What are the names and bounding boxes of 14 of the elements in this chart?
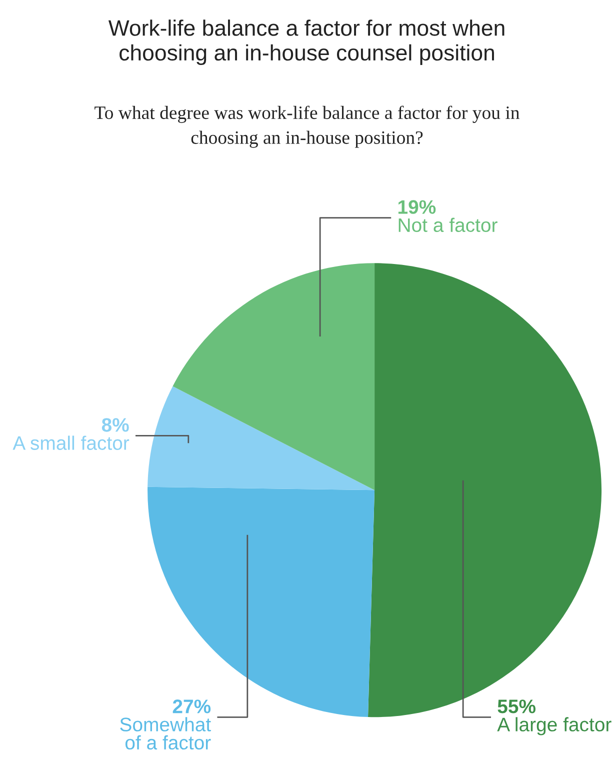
slice-label: Not a factor (398, 218, 498, 232)
data-label: 8% (102, 418, 129, 432)
data-label: 27% (172, 700, 211, 714)
chart-title: Work-life balance a factor for most when choosing an in-house counsel position (108, 20, 504, 66)
slice-label: A large factor (497, 717, 612, 736)
chart-subtitle: To what degree was work-life balance a factor for you in choosing an in-house position? (94, 106, 520, 148)
pie-slice (368, 263, 602, 718)
pie-slice (148, 486, 375, 718)
data-label: 19% (398, 200, 436, 214)
pie-slice (172, 263, 375, 490)
pie-slice (148, 386, 375, 490)
slice-label: A small factor (12, 436, 130, 450)
data-label: 55% (498, 700, 536, 714)
slice-label: Somewhat of a factor (120, 717, 211, 750)
